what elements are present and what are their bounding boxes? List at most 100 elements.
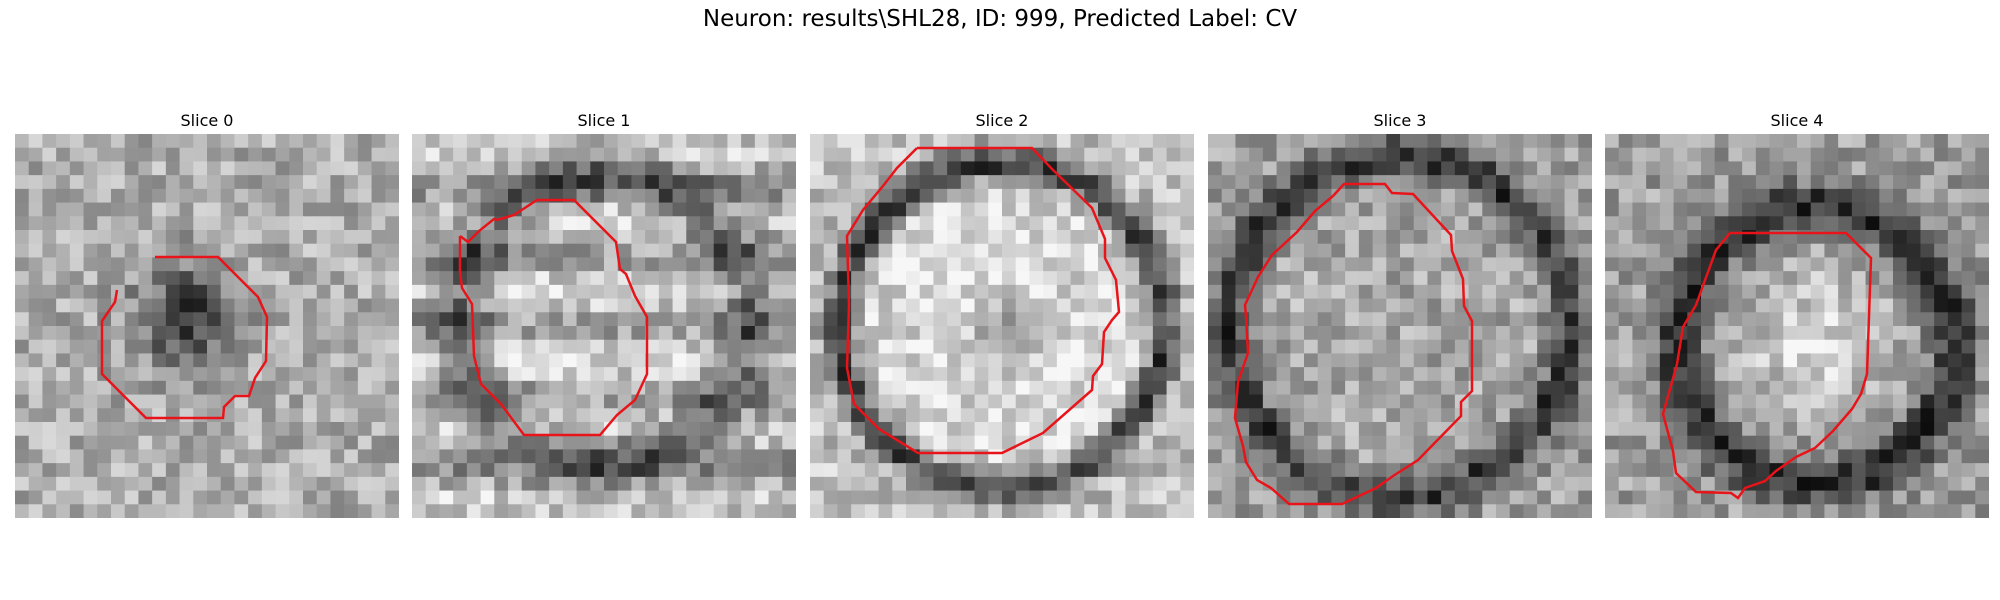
pixel-cell: [1523, 312, 1538, 327]
pixel-cell: [1797, 408, 1812, 423]
pixel-cell: [1084, 175, 1099, 190]
pixel-cell: [69, 422, 85, 437]
pixel-cell: [1372, 367, 1387, 382]
pixel-cell: [727, 161, 742, 176]
pixel-cell: [1249, 449, 1264, 464]
pixel-cell: [658, 216, 674, 231]
pixel-cell: [275, 408, 290, 423]
pixel-cell: [1523, 326, 1538, 341]
pixel-cell: [508, 476, 523, 492]
pixel-cell: [1221, 243, 1237, 259]
pixel-cell: [1482, 422, 1497, 437]
pixel-cell: [15, 339, 30, 355]
pixel-cell: [549, 353, 564, 368]
pixel-cell: [1345, 339, 1360, 355]
pixel-cell: [810, 271, 825, 286]
pixel-cell: [138, 202, 153, 217]
pixel-cell: [535, 243, 550, 259]
pixel-cell: [933, 147, 948, 163]
pixel-cell: [1482, 147, 1497, 163]
pixel-cell: [1537, 161, 1552, 176]
pixel-cell: [1235, 147, 1250, 163]
pixel-cell: [385, 202, 399, 217]
pixel-cell: [1454, 147, 1470, 163]
pixel-cell: [837, 449, 852, 464]
pixel-cell: [1290, 312, 1305, 327]
pixel-cell: [1125, 147, 1140, 163]
pixel-cell: [837, 504, 852, 518]
pixel-cell: [1139, 367, 1154, 382]
pixel-cell: [275, 367, 290, 382]
pixel-cell: [1056, 504, 1072, 518]
pixel-cell: [562, 202, 578, 217]
pixel-cell: [425, 339, 441, 355]
pixel-cell: [892, 504, 907, 518]
pixel-cell: [1468, 147, 1483, 163]
pixel-cell: [1783, 380, 1798, 396]
pixel-cell: [974, 353, 989, 368]
pixel-cell: [1564, 134, 1579, 149]
pixel-cell: [933, 216, 948, 231]
pixel-cell: [1550, 380, 1566, 396]
pixel-cell: [1441, 463, 1456, 478]
pixel-cell: [1331, 298, 1346, 313]
pixel-cell: [617, 243, 633, 259]
pixel-cell: [906, 353, 921, 368]
pixel-cell: [165, 230, 181, 245]
pixel-cell: [1879, 408, 1894, 423]
pixel-cell: [1125, 257, 1140, 272]
pixel-cell: [439, 326, 454, 341]
pixel-cell: [330, 463, 345, 478]
pixel-cell: [754, 216, 770, 231]
pixel-cell: [1070, 175, 1085, 190]
pixel-cell: [892, 134, 907, 149]
pixel-cell: [1441, 394, 1456, 409]
pixel-cell: [97, 408, 112, 423]
pixel-cell: [878, 134, 893, 149]
pixel-cell: [69, 161, 85, 176]
pixel-cell: [878, 463, 893, 478]
pixel-cell: [385, 147, 399, 163]
pixel-cell: [988, 243, 1003, 259]
pixel-cell: [1906, 463, 1922, 478]
pixel-cell: [152, 243, 167, 259]
pixel-cell: [1482, 449, 1497, 464]
pixel-cell: [1441, 353, 1456, 368]
pixel-cell: [1098, 490, 1113, 505]
pixel-cell: [1824, 188, 1839, 204]
pixel-cell: [1468, 175, 1483, 190]
pixel-cell: [933, 380, 948, 396]
pixel-cell: [261, 449, 277, 464]
pixel-cell: [878, 504, 893, 518]
pixel-cell: [960, 175, 976, 190]
pixel-cell: [988, 435, 1003, 451]
pixel-cell: [631, 449, 646, 464]
pixel-cell: [97, 422, 112, 437]
pixel-cell: [1893, 161, 1908, 176]
pixel-cell: [1496, 353, 1511, 368]
pixel-cell: [124, 326, 140, 341]
pixel-cell: [97, 216, 112, 231]
pixel-cell: [631, 161, 646, 176]
pixel-cell: [1797, 188, 1812, 204]
pixel-cell: [111, 408, 126, 423]
pixel-cell: [412, 326, 427, 341]
pixel-cell: [303, 476, 318, 492]
pixel-cell: [521, 463, 537, 478]
pixel-cell: [275, 476, 290, 492]
pixel-cell: [124, 271, 140, 286]
pixel-cell: [1537, 202, 1552, 217]
pixel-cell: [590, 312, 605, 327]
pixel-cell: [1618, 243, 1634, 259]
pixel-cell: [1002, 476, 1017, 492]
pixel-cell: [1879, 188, 1894, 204]
pixel-cell: [1564, 422, 1579, 437]
pixel-cell: [248, 408, 263, 423]
pixel-cell: [878, 257, 893, 272]
pixel-cell: [1646, 257, 1661, 272]
pixel-cell: [453, 476, 468, 492]
pixel-cell: [124, 435, 140, 451]
pixel-cell: [1810, 394, 1826, 409]
pixel-cell: [303, 394, 318, 409]
pixel-cell: [576, 339, 591, 355]
